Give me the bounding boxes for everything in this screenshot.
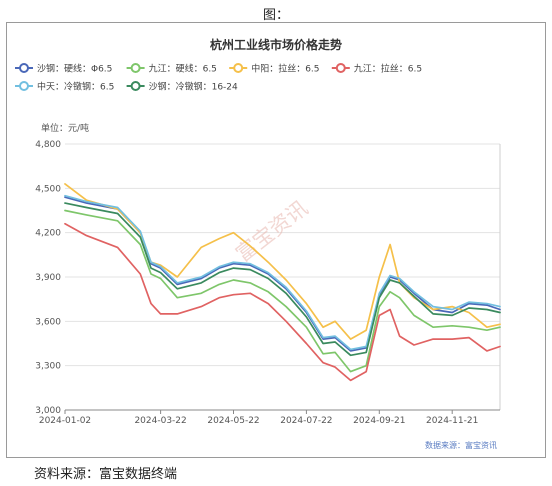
series-line	[64, 194, 501, 351]
legend-item[interactable]: 中阳：拉丝：6.5	[229, 63, 320, 75]
y-axis-label: 单位：元/吨	[41, 122, 89, 134]
legend: 沙钢：硬线：Φ6.5 九江：硬线：6.5 中阳：拉丝：6.5 九江：拉丝：6.5 中天：…	[15, 63, 422, 93]
watermark-text: 富宝资讯	[231, 196, 312, 267]
x-tick-label: 2024-09-21	[353, 416, 405, 426]
y-tick-label: 3,900	[35, 273, 61, 283]
y-tick-label: 4,200	[35, 229, 61, 239]
watermark: 富宝资讯	[231, 196, 312, 267]
y-tick-label: 4,500	[35, 184, 61, 194]
legend-marker-icon	[130, 63, 141, 73]
source-note: 资料来源：富宝数据终端	[34, 467, 178, 482]
y-tick-label: 3,000	[35, 406, 61, 416]
legend-marker-icon	[19, 63, 29, 73]
legend-label: 沙钢：冷镦钢：16-24	[149, 81, 238, 93]
legend-item[interactable]: 九江：拉丝：6.5	[331, 63, 422, 75]
chart-title: 杭州工业线市场价格走势	[210, 37, 342, 52]
legend-item[interactable]: 中天：冷镦钢：6.5	[15, 81, 114, 93]
legend-label: 中天：冷镦钢：6.5	[37, 81, 114, 93]
legend-label: 沙钢：硬线：Φ6.5	[37, 63, 112, 75]
line-chart: 杭州工业线市场价格走势 沙钢：硬线：Φ6.5 九江：硬线：6.5 中阳：拉丝：6.5…	[15, 37, 501, 450]
legend-marker-icon	[19, 81, 29, 91]
x-tick-label: 2024-01-02	[39, 416, 91, 426]
y-tick-label: 3,300	[35, 362, 61, 372]
series-group	[64, 183, 501, 382]
legend-label: 九江：硬线：6.5	[149, 63, 217, 75]
series-line	[64, 209, 501, 373]
chart-frame: 杭州工业线市场价格走势 沙钢：硬线：Φ6.5 九江：硬线：6.5 中阳：拉丝：6.5…	[6, 22, 546, 458]
data-source-note: 数据来源：富宝资讯	[425, 440, 497, 450]
x-tick-label: 2024-11-21	[426, 416, 478, 426]
x-tick-label: 2024-05-22	[207, 416, 259, 426]
legend-marker-icon	[130, 81, 141, 91]
series-line	[64, 202, 501, 357]
legend-item[interactable]: 沙钢：硬线：Φ6.5	[15, 63, 112, 75]
y-tick-label: 3,600	[35, 317, 61, 327]
legend-marker-icon	[233, 63, 244, 73]
legend-label: 九江：拉丝：6.5	[354, 63, 422, 75]
legend-item[interactable]: 九江：硬线：6.5	[126, 63, 217, 75]
x-tick-label: 2024-07-22	[280, 416, 332, 426]
x-tick-label: 2024-03-22	[134, 416, 186, 426]
axes: 3,000 3,300 3,600 3,900 4,200 4,500 4,800 2024-…	[35, 140, 500, 426]
legend-marker-icon	[335, 63, 346, 73]
figure-label: 图：	[262, 8, 289, 23]
y-tick-label: 4,800	[35, 140, 61, 150]
legend-label: 中阳：拉丝：6.5	[251, 63, 319, 75]
series-line	[64, 222, 501, 382]
legend-item[interactable]: 沙钢：冷镦钢：16-24	[126, 81, 238, 93]
